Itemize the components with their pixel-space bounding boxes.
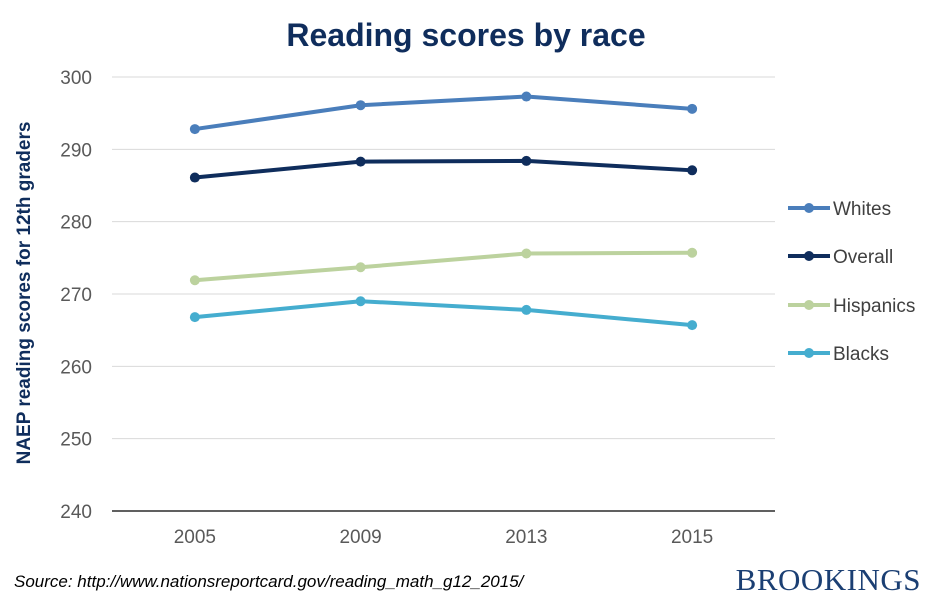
legend-item-hispanics: Hispanics xyxy=(788,296,915,317)
legend-label: Whites xyxy=(833,199,891,220)
legend-marker xyxy=(804,300,814,310)
y-tick-label: 270 xyxy=(60,285,92,306)
data-point-whites xyxy=(355,100,366,111)
chart-title: Reading scores by race xyxy=(286,17,645,53)
data-point-whites xyxy=(687,103,698,114)
legend-marker xyxy=(804,203,814,213)
legend-item-blacks: Blacks xyxy=(788,344,889,365)
legend: Whites Overall Hispanics Blacks xyxy=(788,199,915,365)
x-tick-label: 2013 xyxy=(505,527,547,548)
data-point-blacks xyxy=(521,304,532,315)
data-point-overall xyxy=(687,165,698,176)
data-point-overall xyxy=(189,172,200,183)
y-tick-label: 280 xyxy=(60,213,92,234)
data-point-blacks xyxy=(687,320,698,331)
y-axis-label: NAEP reading scores for 12th graders xyxy=(14,122,35,465)
data-point-overall xyxy=(355,156,366,167)
legend-label: Blacks xyxy=(833,344,889,365)
legend-marker xyxy=(804,348,814,358)
series-line-overall xyxy=(194,158,693,180)
data-point-whites xyxy=(521,91,532,102)
data-point-blacks xyxy=(189,312,200,323)
legend-label: Hispanics xyxy=(833,296,915,317)
x-tick-labels: 2005 2009 2013 2015 xyxy=(174,527,714,548)
data-point-blacks xyxy=(355,296,366,307)
legend-label: Overall xyxy=(833,247,893,268)
legend-item-overall: Overall xyxy=(788,247,893,268)
legend-marker xyxy=(804,251,814,261)
legend-item-whites: Whites xyxy=(788,199,891,220)
data-point-hispanics xyxy=(521,248,532,259)
y-tick-label: 290 xyxy=(60,140,92,161)
series-line-hispanics xyxy=(194,250,693,283)
x-tick-label: 2009 xyxy=(339,527,381,548)
y-tick-label: 250 xyxy=(60,430,92,451)
data-point-hispanics xyxy=(189,275,200,286)
x-tick-label: 2005 xyxy=(174,527,216,548)
y-tick-labels: 240 250 260 270 280 290 300 xyxy=(60,68,92,523)
data-point-hispanics xyxy=(355,262,366,273)
series-line-whites xyxy=(194,94,693,132)
x-tick-label: 2015 xyxy=(671,527,713,548)
series-lines xyxy=(189,91,698,331)
data-point-hispanics xyxy=(687,247,698,258)
data-point-overall xyxy=(521,155,532,166)
y-tick-label: 300 xyxy=(60,68,92,89)
brookings-logo: BROOKINGS xyxy=(736,562,921,597)
y-tick-label: 260 xyxy=(60,357,92,378)
gridlines xyxy=(112,76,775,512)
data-point-whites xyxy=(189,124,200,135)
series-line-blacks xyxy=(194,299,693,328)
y-tick-label: 240 xyxy=(60,502,92,523)
source-note: Source: http://www.nationsreportcard.gov… xyxy=(14,572,526,591)
